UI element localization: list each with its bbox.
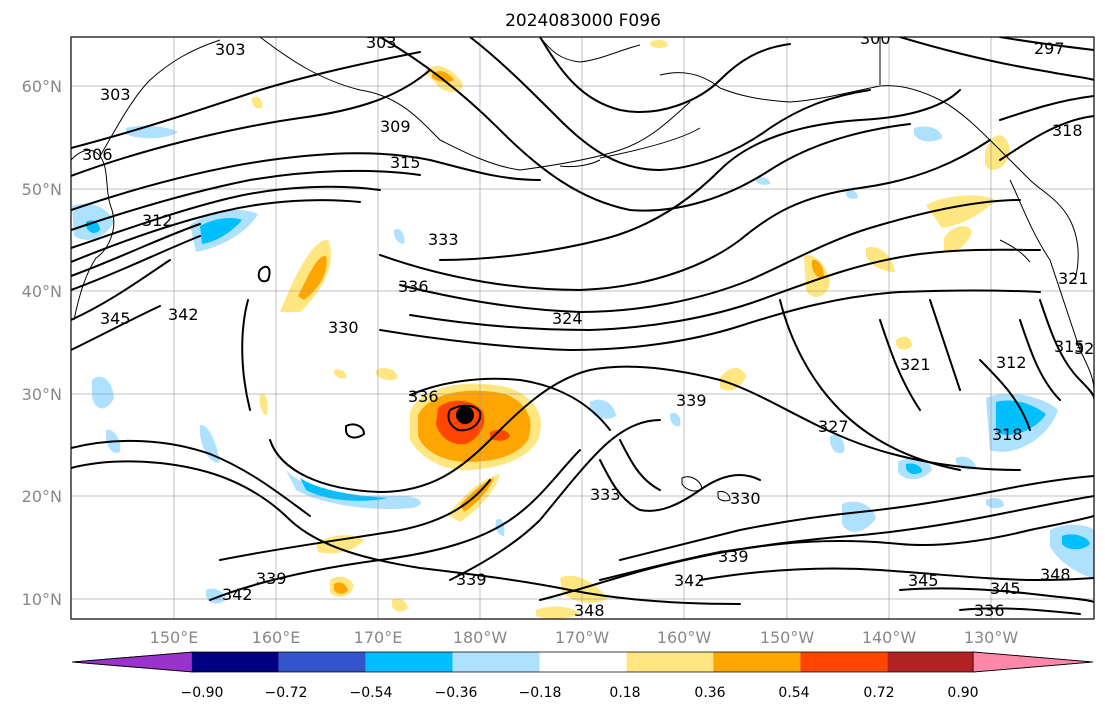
colorbar-segment [539, 652, 627, 672]
contour-labels: 303 303 303 306 309 312 315 318 297 300 … [82, 29, 1105, 620]
contour-label: 318 [1052, 121, 1083, 140]
colorbar-segment [887, 652, 975, 672]
contour-label: 324 [552, 309, 583, 328]
lon-label: 170°E [354, 628, 403, 647]
latitude-axis: 60°N 50°N 40°N 30°N 20°N 10°N [22, 77, 62, 609]
graticule [71, 37, 1094, 619]
contour-label: 327 [818, 417, 849, 436]
colorbar-tick-label: −0.54 [350, 685, 393, 701]
lat-label: 40°N [22, 282, 62, 301]
lat-label: 60°N [22, 77, 62, 96]
lon-label: 180°W [453, 628, 508, 647]
contour-label: 336 [408, 387, 439, 406]
colorbar-outline [71, 651, 1094, 673]
colorbar-tick-label: −0.90 [181, 685, 224, 701]
colorbar-segments [71, 651, 1094, 673]
colorbar-extend-max [972, 651, 1094, 673]
contour-label: 300 [860, 29, 891, 48]
longitude-axis: 150°E 160°E 170°E 180°W 170°W 160°W 150°… [150, 628, 1019, 647]
contour-label: 315 [1054, 337, 1085, 356]
lat-label: 30°N [22, 385, 62, 404]
colorbar-tick-label: 0.18 [609, 685, 640, 701]
figure-title: 2024083000 F096 [505, 11, 661, 31]
colorbar-segment [278, 652, 366, 672]
contour-label: 315 [390, 153, 421, 172]
contour-label: 306 [82, 145, 113, 164]
contour-label: 318 [992, 425, 1023, 444]
contour-label: 342 [222, 585, 253, 604]
colorbar-extend-min [71, 651, 195, 673]
colorbar-tick-label: 0.36 [694, 685, 725, 701]
lon-label: 150°E [150, 628, 199, 647]
contour-label: 303 [215, 40, 246, 59]
contour-label: 324 [1074, 339, 1105, 358]
contour-label: 321 [1058, 269, 1089, 288]
contour-label: 345 [908, 571, 939, 590]
storm-center-marker [456, 406, 474, 424]
colorbar-segment [800, 652, 888, 672]
lon-label: 160°E [252, 628, 301, 647]
contour-label: 339 [456, 570, 487, 589]
negative-shading [72, 125, 1094, 604]
lon-label: 130°W [964, 628, 1019, 647]
lon-label: 140°W [862, 628, 917, 647]
contour-label: 297 [1034, 39, 1065, 58]
contour-label: 339 [256, 569, 287, 588]
colorbar-tick-label: −0.18 [519, 685, 562, 701]
coastlines [71, 37, 1094, 502]
colorbar-segment [191, 652, 279, 672]
contour-label: 345 [100, 309, 131, 328]
contour-label: 348 [1040, 565, 1071, 584]
contour-label: 303 [366, 33, 397, 52]
colorbar-segment [626, 652, 714, 672]
colorbar-ticks: −0.90 −0.72 −0.54 −0.36 −0.18 0.18 0.36 … [181, 685, 979, 701]
colorbar-tick-label: 0.72 [863, 685, 894, 701]
lon-label: 170°W [555, 628, 610, 647]
lat-label: 50°N [22, 180, 62, 199]
isentrope-contours [71, 37, 1094, 615]
map-panel: 303 303 303 306 309 312 315 318 297 300 … [71, 29, 1105, 620]
contour-label: 345 [990, 579, 1021, 598]
colorbar-segment [365, 652, 453, 672]
contour-label: 342 [674, 571, 705, 590]
contour-label: 309 [380, 117, 411, 136]
colorbar-tick-label: −0.36 [435, 685, 478, 701]
contour-label: 312 [996, 353, 1027, 372]
contour-label: 336 [398, 277, 429, 296]
contour-label: 339 [718, 547, 749, 566]
contour-label: 333 [590, 485, 621, 504]
contour-label: 339 [676, 391, 707, 410]
contour-label: 312 [142, 211, 173, 230]
lat-label: 10°N [22, 590, 62, 609]
contour-label: 333 [428, 230, 459, 249]
contour-label: 336 [974, 601, 1005, 620]
contour-label: 348 [574, 601, 605, 620]
contour-label: 303 [100, 85, 131, 104]
lat-label: 20°N [22, 487, 62, 506]
colorbar-tick-label: 0.54 [778, 685, 809, 701]
colorbar-segment [713, 652, 801, 672]
colorbar-segment [452, 652, 540, 672]
colorbar-tick-label: −0.72 [265, 685, 308, 701]
lon-label: 150°W [760, 628, 815, 647]
contour-label: 342 [168, 305, 199, 324]
contour-label: 330 [328, 318, 359, 337]
contour-label: 321 [900, 355, 931, 374]
colorbar-tick-label: 0.90 [947, 685, 978, 701]
contour-label: 330 [730, 489, 761, 508]
map-frame [70, 36, 1095, 620]
colorbar: −0.90 −0.72 −0.54 −0.36 −0.18 0.18 0.36 … [71, 651, 1094, 701]
lon-label: 160°W [657, 628, 712, 647]
